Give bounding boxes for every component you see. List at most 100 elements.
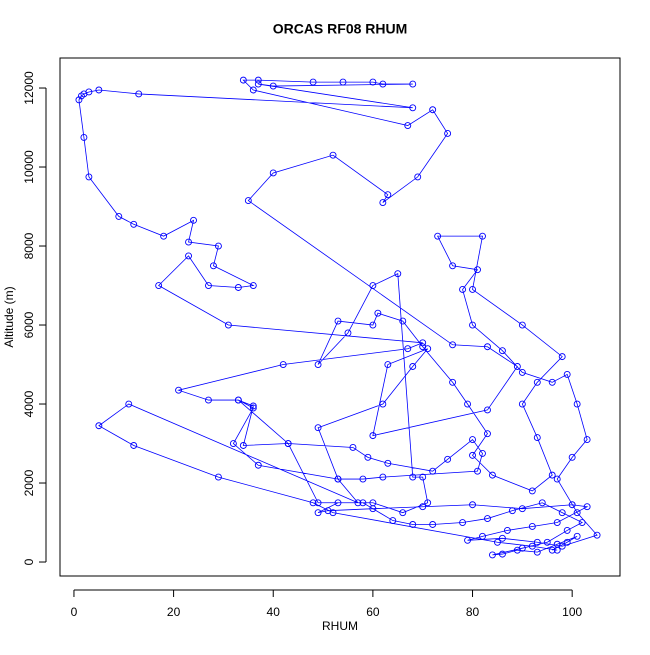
data-point xyxy=(314,499,322,507)
data-point xyxy=(309,499,317,507)
data-point xyxy=(75,96,83,104)
y-tick-label: 10000 xyxy=(22,150,36,184)
data-point xyxy=(553,546,561,554)
data-point xyxy=(484,343,491,351)
data-point xyxy=(449,262,457,270)
data-point xyxy=(359,475,367,483)
data-point xyxy=(130,442,138,449)
data-point xyxy=(563,538,571,546)
y-axis-title: Altitude (m) xyxy=(2,286,16,347)
x-tick-label: 20 xyxy=(167,605,181,619)
data-point xyxy=(314,361,322,368)
y-tick-label: 4000 xyxy=(22,390,36,417)
data-point xyxy=(479,532,486,540)
data-point xyxy=(214,242,222,250)
data-point xyxy=(155,282,163,289)
data-point xyxy=(528,523,536,530)
data-point xyxy=(160,232,168,240)
data-point xyxy=(498,534,506,542)
data-point xyxy=(469,451,476,459)
data-point xyxy=(578,519,586,526)
data-point xyxy=(469,436,476,444)
data-point xyxy=(498,550,506,558)
x-tick-label: 100 xyxy=(562,605,582,619)
data-point xyxy=(493,538,501,546)
data-point xyxy=(279,361,287,368)
data-point xyxy=(369,321,377,329)
data-point xyxy=(553,519,561,526)
x-tick-label: 40 xyxy=(267,605,281,619)
x-tick-label: 80 xyxy=(466,605,480,619)
data-point xyxy=(254,461,262,469)
data-point xyxy=(234,284,242,291)
data-point xyxy=(409,104,417,112)
data-point xyxy=(205,282,212,289)
data-point xyxy=(434,232,442,240)
data-point xyxy=(409,473,417,481)
data-point xyxy=(384,361,392,368)
x-tick-label: 60 xyxy=(366,605,380,619)
data-point xyxy=(464,400,471,408)
plot-frame xyxy=(59,57,621,577)
data-point xyxy=(409,521,417,528)
data-point xyxy=(339,78,347,86)
data-point xyxy=(479,232,486,240)
data-point xyxy=(379,199,387,207)
data-point xyxy=(528,542,536,550)
data-point xyxy=(419,339,427,347)
y-tick-label: 0 xyxy=(22,558,36,565)
data-point xyxy=(309,78,317,86)
data-point xyxy=(573,532,581,540)
data-point xyxy=(399,509,407,517)
data-point xyxy=(464,536,471,544)
data-point xyxy=(314,509,322,517)
data-point xyxy=(205,396,212,404)
data-point xyxy=(404,122,412,129)
data-point xyxy=(489,551,496,559)
data-point xyxy=(518,368,526,376)
data-point xyxy=(404,345,412,353)
data-point xyxy=(568,453,576,461)
data-point xyxy=(359,499,367,507)
data-point xyxy=(239,442,247,449)
data-point xyxy=(444,455,452,463)
data-point xyxy=(369,282,377,289)
data-point xyxy=(449,341,457,349)
data-point xyxy=(518,505,526,513)
data-point xyxy=(474,266,481,274)
data-point xyxy=(125,400,133,408)
data-point xyxy=(558,353,566,361)
data-point xyxy=(583,436,591,444)
data-point xyxy=(489,471,496,479)
data-point xyxy=(130,220,138,228)
data-line xyxy=(78,79,598,556)
y-tick-label: 2000 xyxy=(22,469,36,496)
data-point xyxy=(548,546,556,554)
data-point xyxy=(518,400,526,408)
data-point xyxy=(85,173,93,181)
data-point xyxy=(379,80,387,88)
data-point xyxy=(449,378,457,386)
data-point xyxy=(558,542,566,550)
data-point xyxy=(528,487,536,495)
data-point xyxy=(474,467,481,475)
y-tick-label: 6000 xyxy=(22,311,36,338)
data-point xyxy=(498,347,506,355)
data-point xyxy=(135,90,143,98)
x-axis-title: RHUM xyxy=(322,619,358,633)
y-tick-label: 12000 xyxy=(22,71,36,105)
data-point xyxy=(224,321,232,329)
data-point xyxy=(573,509,581,517)
data-point xyxy=(364,453,372,461)
data-point xyxy=(334,475,342,483)
chart-title: ORCAS RF08 RHUM xyxy=(273,21,408,37)
data-point xyxy=(210,262,217,270)
data-point xyxy=(190,216,197,224)
data-point xyxy=(558,509,566,517)
data-point xyxy=(484,430,491,438)
data-point xyxy=(469,501,476,509)
data-point xyxy=(533,548,541,556)
data-point xyxy=(548,471,556,479)
data-point xyxy=(518,544,526,552)
data-point xyxy=(593,531,601,539)
